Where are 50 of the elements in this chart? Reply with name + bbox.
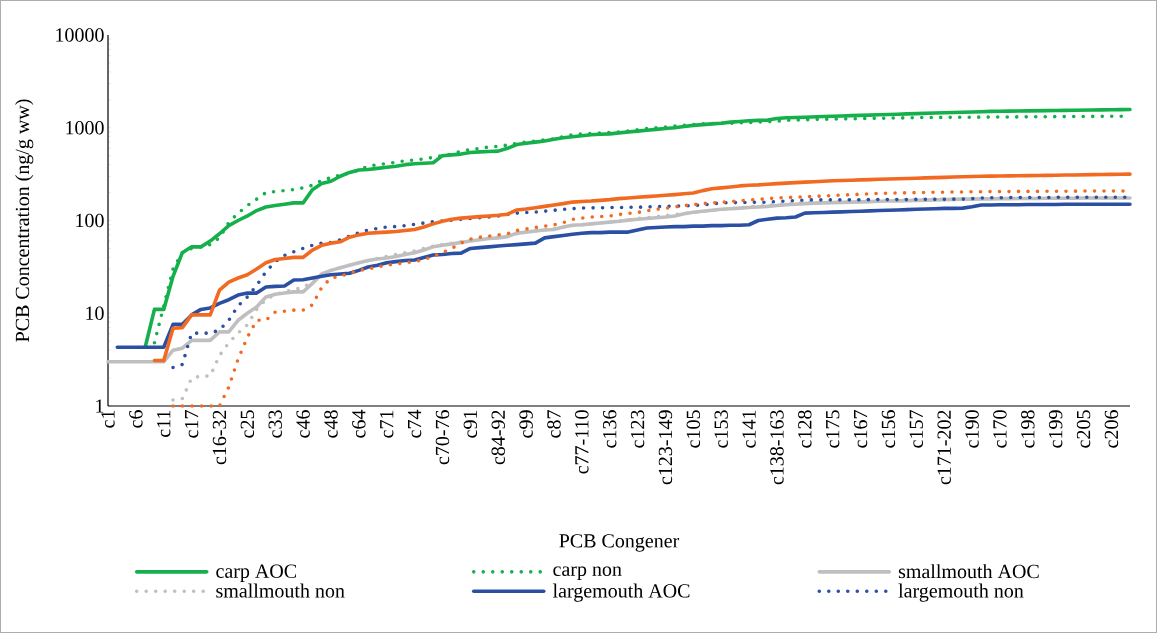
- x-tick-label: c91: [463, 410, 478, 438]
- x-tick-label: c46: [296, 410, 310, 438]
- x-tick-label: c138-163: [770, 410, 784, 485]
- x-tick-label: c153: [714, 410, 728, 448]
- x-tick-label: c167: [853, 410, 868, 448]
- x-tick-label: c123-149: [658, 410, 673, 485]
- x-tick-label: c6: [129, 410, 143, 428]
- y-tick-label: 1: [96, 399, 104, 413]
- x-axis-title: PCB Congener: [559, 534, 680, 552]
- y-tick-label: 1000: [66, 121, 104, 135]
- x-tick-label: c77-110: [575, 410, 589, 474]
- x-tick-label: c170: [993, 410, 1007, 448]
- x-tick-label: c33: [268, 410, 282, 438]
- x-tick-label: c87: [547, 410, 561, 438]
- x-tick-label: c190: [965, 410, 979, 448]
- x-tick-label: c70-76: [435, 410, 450, 465]
- x-tick-label: c205: [1076, 410, 1091, 448]
- legend-label: largemouth non: [898, 583, 1024, 602]
- x-tick-label: c16-32: [212, 410, 227, 465]
- y-tick-label: 10000: [56, 28, 104, 42]
- x-tick-label: c156: [881, 410, 896, 448]
- x-tick-label: c64: [352, 409, 366, 438]
- x-tick-label: c48: [324, 410, 338, 438]
- legend-label: carp non: [553, 566, 622, 581]
- legend-label: carp AOC: [216, 564, 297, 582]
- y-axis-title: PCB Concentration (ng/g ww): [15, 99, 34, 342]
- legend-label: smallmouth AOC: [898, 564, 1039, 579]
- x-tick-label: c84-92: [491, 410, 505, 465]
- x-tick-label: c157: [909, 410, 923, 448]
- x-tick-label: c199: [1048, 410, 1063, 448]
- x-tick-label: c1: [101, 410, 115, 428]
- x-tick-label: c105: [686, 410, 701, 448]
- legend-label: smallmouth non: [216, 583, 345, 598]
- x-tick-label: c136: [602, 410, 617, 448]
- x-tick-label: c141: [742, 410, 756, 448]
- x-tick-label: c11: [157, 410, 171, 437]
- legend-label: largemouth AOC: [552, 583, 690, 602]
- y-tick-label: 10: [86, 306, 104, 320]
- x-tick-label: c206: [1104, 410, 1119, 448]
- x-tick-label: c171-202: [937, 410, 951, 485]
- x-tick-label: c71: [380, 410, 394, 438]
- x-tick-label: c17: [184, 410, 199, 438]
- x-tick-label: c128: [798, 410, 812, 448]
- x-tick-label: c99: [519, 410, 533, 438]
- x-tick-label: c74: [407, 409, 422, 438]
- y-tick-label: 100: [76, 213, 104, 228]
- x-tick-label: c25: [240, 410, 255, 438]
- x-tick-label: c175: [825, 410, 840, 448]
- x-tick-label: c123: [630, 410, 645, 448]
- x-tick-label: c198: [1021, 410, 1035, 448]
